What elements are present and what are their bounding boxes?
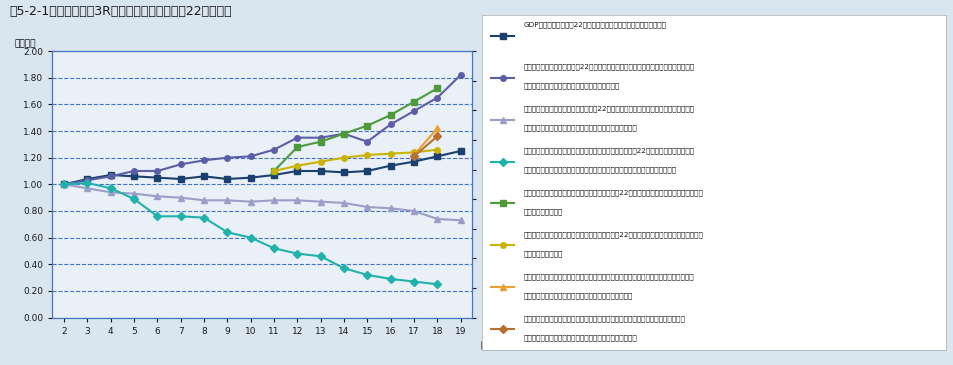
Text: 所・企業統計調査」: 所・企業統計調査」 — [523, 208, 562, 215]
Text: 最終処分量（一般廃棄物＋産業廃棄物）伸び（指数：平成22年基準）　出展：環境省: 最終処分量（一般廃棄物＋産業廃棄物）伸び（指数：平成22年基準） 出展：環境省 — [523, 147, 694, 154]
Text: 日本の循環型社会ビジネス雇用規模伸び（指数）　出展：環境省「第二循環型社会: 日本の循環型社会ビジネス雇用規模伸び（指数） 出展：環境省「第二循環型社会 — [523, 315, 685, 322]
Text: 基本計画の進捗状況の第二回点検結果について」: 基本計画の進捗状況の第二回点検結果について」 — [523, 82, 619, 89]
Text: 日本の循環型社会ビジネス市場規模伸び（指数）　出展：環境省「第二次循環型社会形: 日本の循環型社会ビジネス市場規模伸び（指数） 出展：環境省「第二次循環型社会形 — [523, 273, 694, 280]
Text: 形成推進基本計画の進捗状況の第二回点検結果について」: 形成推進基本計画の進捗状況の第二回点検結果について」 — [523, 124, 637, 131]
Text: 産業廃棄物処理業（事業所数）伸び（指数：平成22年基準）　出典：総務省統計局「事業: 産業廃棄物処理業（事業所数）伸び（指数：平成22年基準） 出典：総務省統計局「事… — [523, 189, 702, 196]
Text: 所・企業統計調査」: 所・企業統計調査」 — [523, 250, 562, 257]
Text: GDP伸び（指数：平成22年基準）　出典：内閣府「国民経済計算」: GDP伸び（指数：平成22年基準） 出典：内閣府「国民経済計算」 — [523, 21, 666, 28]
Text: 循環利用率伸び（指数：平成22年基準）　出展：環境省「第二次循環型社会形成推進: 循環利用率伸び（指数：平成22年基準） 出展：環境省「第二次循環型社会形成推進 — [523, 63, 694, 70]
Text: 天然資源等投入量の伸び（指数：平成22年基準）　出展：環境省「第二次循環型社会: 天然資源等投入量の伸び（指数：平成22年基準） 出展：環境省「第二次循環型社会 — [523, 105, 694, 112]
Text: 成推進基本計画の進捗状況の第二回点検結果について」: 成推進基本計画の進捗状況の第二回点検結果について」 — [523, 292, 632, 299]
Text: 産業廃棄物処理業（従業員数）伸び（指数：平成22年基準）　出典：総務省統計局「事業: 産業廃棄物処理業（従業員数）伸び（指数：平成22年基準） 出典：総務省統計局「事… — [523, 231, 702, 238]
Text: 嘷5-2-1　経済指標と3R指標の伸び推移（平成22年基準）: 嘷5-2-1 経済指標と3R指標の伸び推移（平成22年基準） — [10, 5, 232, 19]
Text: 形成推進基本計画の進捗状況の第二回点検結果について」: 形成推進基本計画の進捗状況の第二回点検結果について」 — [523, 334, 637, 341]
Text: 「第二次循環型社会形成推進基本計画の進捗状況の第二回点検結果について」: 「第二次循環型社会形成推進基本計画の進捗状況の第二回点検結果について」 — [523, 166, 676, 173]
Text: （年度）: （年度） — [480, 342, 501, 350]
Text: （指数）: （指数） — [14, 39, 36, 49]
